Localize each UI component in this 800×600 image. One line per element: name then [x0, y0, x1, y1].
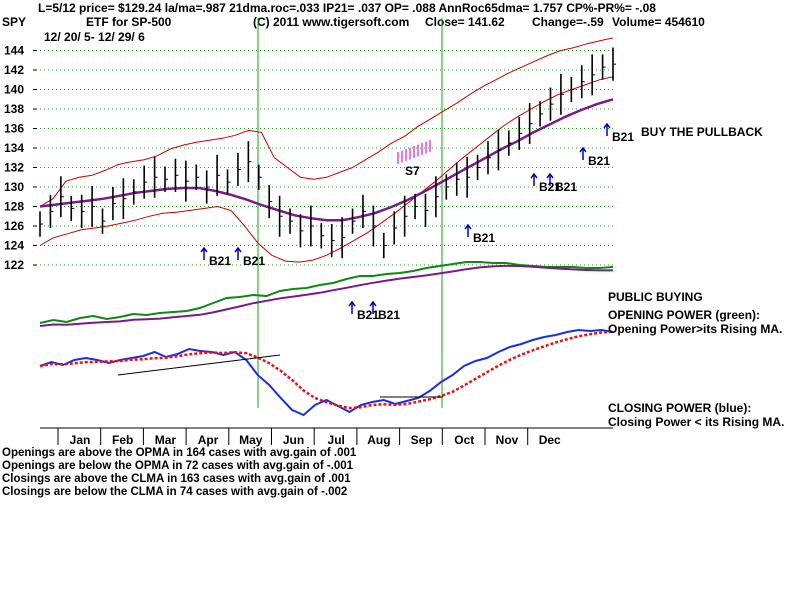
stat-line-3: Closings are above the CLMA in 163 cases… — [2, 473, 351, 485]
copyright-label: (C) 2011 www.tigersoft.com — [253, 15, 410, 29]
b21-arrowhead — [200, 246, 208, 253]
y-axis-ticks: 122 124 126 128 130 132 134 136 138 140 142 144 — [4, 44, 37, 272]
price-grid — [40, 50, 613, 266]
closing-power-title: CLOSING POWER (blue): — [608, 401, 752, 415]
y-tick-label: 130 — [4, 180, 24, 194]
b21-arrowhead — [579, 146, 587, 153]
y-tick-label: 128 — [4, 200, 24, 214]
b21-arrowhead — [546, 172, 554, 179]
signal-vertical-lines — [257, 18, 443, 408]
b21-label: B21 — [612, 130, 634, 144]
month-label: Jun — [283, 433, 304, 447]
moving-average-line — [39, 98, 614, 222]
etf-label: ETF for SP-500 — [86, 15, 172, 29]
header-info-line: L=5/12 price= $129.24 la/ma=.987 21dma.r… — [38, 1, 656, 15]
b21-arrowhead — [530, 172, 538, 179]
close-label: Close= 141.62 — [425, 15, 505, 29]
b21-arrowhead — [464, 223, 472, 230]
b21-arrowhead — [348, 300, 356, 307]
b21-label: B21 — [473, 231, 495, 245]
opening-power-desc: Opening Power>its Rising MA. — [608, 322, 783, 336]
price-bars — [39, 47, 616, 259]
change-label: Change=-.59 — [532, 15, 604, 29]
public-buying-note: PUBLIC BUYING — [608, 290, 703, 304]
b21-label: B21 — [539, 180, 561, 194]
buy-the-pullback-note: BUY THE PULLBACK — [641, 125, 763, 139]
opening-power-ma-line — [39, 264, 613, 327]
b21-label: B21 — [209, 254, 231, 268]
month-label: Dec — [539, 433, 561, 447]
b21-label: B21 — [555, 180, 577, 194]
y-tick-label: 126 — [4, 219, 24, 233]
b21-arrowhead — [369, 300, 377, 307]
stat-line-1: Openings are above the OPMA in 164 cases… — [2, 447, 357, 459]
ticker-symbol: SPY — [2, 15, 27, 29]
b21-arrowhead — [603, 122, 611, 129]
stat-line-2: Openings are below the OPMA in 72 cases … — [2, 460, 354, 472]
closing-power-ma-line — [39, 330, 614, 410]
b21-label: B21 — [243, 254, 265, 268]
y-tick-label: 142 — [4, 63, 24, 77]
volume-label: Volume= 454610 — [612, 15, 705, 29]
closing-power-desc: Closing Power < its Rising MA. — [608, 415, 785, 429]
closing-power-line — [39, 328, 614, 417]
opening-power-title: OPENING POWER (green): — [608, 308, 761, 322]
indicator-lines — [39, 37, 614, 417]
y-tick-label: 138 — [4, 102, 24, 116]
y-tick-label: 144 — [4, 44, 24, 58]
b21-label: B21 — [357, 308, 379, 322]
y-tick-label: 134 — [4, 141, 24, 155]
month-label: Jan — [70, 433, 91, 447]
b21-arrowhead — [234, 246, 242, 253]
stat-line-4: Closings are below the CLMA in 74 cases … — [2, 486, 348, 498]
cp-trendline — [117, 354, 281, 376]
b21-label: B21 — [378, 308, 400, 322]
month-label: May — [239, 433, 263, 447]
month-label: Oct — [454, 433, 474, 447]
month-label: Aug — [367, 433, 390, 447]
y-tick-label: 124 — [4, 239, 24, 253]
month-label: Feb — [112, 433, 133, 447]
bollinger-lower-line — [39, 76, 614, 263]
s7-signal-label: S7 — [405, 164, 420, 178]
bollinger-upper-line — [39, 37, 614, 207]
y-tick-label: 122 — [4, 258, 24, 272]
opening-power-line — [39, 261, 614, 324]
month-label: Mar — [155, 433, 177, 447]
y-tick-label: 140 — [4, 83, 24, 97]
y-tick-label: 132 — [4, 161, 24, 175]
stats-block: Openings are above the OPMA in 164 cases… — [2, 447, 356, 499]
month-axis: Jan Feb Mar Apr May Jun Jul Aug Sep Oct Nov Dec — [40, 427, 613, 447]
y-tick-label: 136 — [4, 122, 24, 136]
chart-extras — [117, 140, 443, 398]
month-label: Sep — [411, 433, 433, 447]
date-range-label: 12/ 20/ 5- 12/ 29/ 6 — [44, 30, 145, 44]
month-label: Nov — [496, 433, 519, 447]
b21-label: B21 — [588, 154, 610, 168]
month-label: Jul — [328, 433, 345, 447]
month-label: Apr — [198, 433, 219, 447]
